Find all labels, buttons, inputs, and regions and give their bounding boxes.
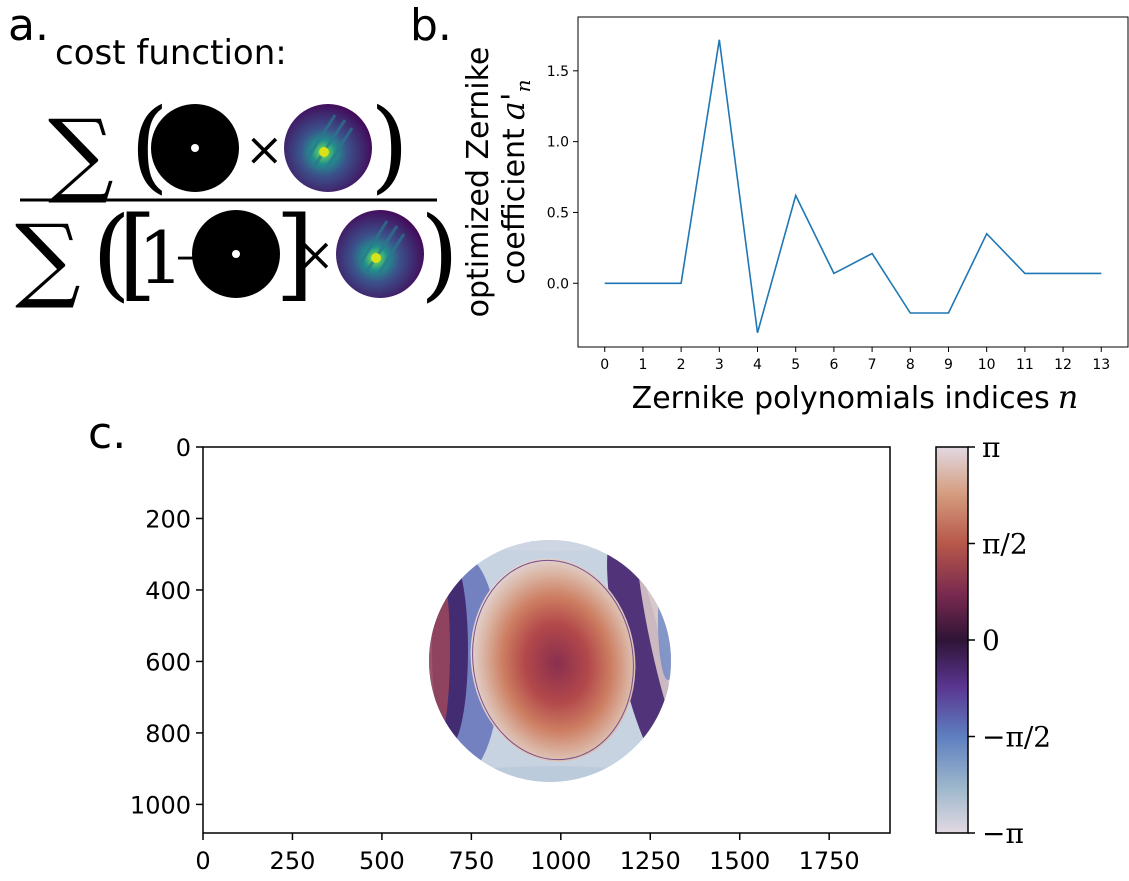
- x-tick-label-b-5: 5: [791, 357, 800, 373]
- x-tick-label-b-9: 9: [944, 357, 953, 373]
- x-tick-label-c-0: 0: [195, 847, 210, 875]
- mask-center-dot-2: [232, 250, 240, 258]
- colorbar-tick-label-2: 0: [982, 624, 1000, 657]
- bracket-open: [: [118, 195, 157, 312]
- cost-function-heading: cost function:: [55, 33, 287, 73]
- y-tick-label-c-0: 0: [176, 434, 191, 462]
- y-ticks-b: 0.0 0.5 1.0 1.5: [547, 64, 578, 292]
- y-tick-label-b-2: 1.0: [547, 135, 569, 151]
- series-points: [604, 39, 1102, 333]
- y-ticks-c: 0 200 400 600 800 1000: [130, 434, 203, 819]
- x-ticks-c: 0 250 500 750 1000 1250 1500 1750: [195, 833, 860, 875]
- bracket-close: ]: [275, 195, 314, 312]
- phase-contour: [472, 559, 634, 761]
- x-tick-label-c-3: 750: [448, 847, 494, 875]
- y-axis-label-line1: optimized Zernike: [461, 47, 496, 318]
- sum-symbol: ∑: [48, 100, 114, 207]
- paren-close-2: ): [420, 195, 459, 312]
- x-tick-label-b-6: 6: [829, 357, 838, 373]
- x-tick-label-c-4: 1000: [530, 847, 591, 875]
- phase-band-right: [607, 540, 671, 768]
- y-axis-label-line2-text: coefficient: [497, 128, 532, 285]
- sum-symbol-2: ∑: [15, 205, 81, 312]
- x-tick-label-b-10: 10: [978, 357, 996, 373]
- chart-c: 0 200 400 600 800 1000 0 250 500 750 1000 1250 1500…: [130, 434, 891, 875]
- phase-core: [470, 558, 636, 762]
- times-sign-2: ×: [296, 227, 335, 281]
- paren-close: ): [370, 87, 409, 204]
- minus-sign: –: [176, 230, 198, 281]
- x-axis-label-b: Zernike polynomials indices n: [632, 378, 1079, 416]
- y-tick-label-c-3: 600: [145, 648, 191, 676]
- colorbar-gradient: [935, 446, 969, 834]
- x-tick-label-b-13: 13: [1092, 357, 1110, 373]
- panel-label-c: c.: [88, 408, 126, 459]
- y-tick-label-b-0: 0.0: [547, 276, 569, 292]
- chart-b: 0.00.51.01.5 0 1 2 3 4 5 6 7 8 9 10 11 12 13 Zernike …: [461, 16, 1129, 416]
- x-axis-label-text: Zernike polynomials indices: [632, 381, 1050, 416]
- plot-area-b: [577, 16, 1129, 348]
- x-ticks-b: 0 1 2 3 4 5 6 7 8 9 10 11 12 13: [600, 347, 1110, 373]
- psf-peak: [319, 147, 329, 157]
- x-tick-label-c-7: 1750: [799, 847, 860, 875]
- y-tick-label-c-4: 800: [145, 720, 191, 748]
- colorbar-tick-label-1: π/2: [982, 528, 1028, 561]
- x-tick-label-b-12: 12: [1054, 357, 1072, 373]
- y-tick-label-c-1: 200: [145, 505, 191, 533]
- x-tick-label-c-2: 500: [359, 847, 405, 875]
- x-tick-label-b-8: 8: [906, 357, 915, 373]
- x-tick-label-b-3: 3: [715, 357, 724, 373]
- colorbar-ticks: π π/2 0 −π/2 −π: [968, 431, 1051, 850]
- x-tick-label-b-1: 1: [638, 357, 647, 373]
- x-tick-label-b-2: 2: [677, 357, 686, 373]
- x-axis-var: n: [1058, 378, 1079, 416]
- series-line: [604, 39, 1102, 334]
- paren-open-2: (: [92, 195, 131, 312]
- colorbar: π π/2 0 −π/2 −π: [935, 431, 1051, 850]
- denominator: ∑ ( [ 1 – ] × ): [15, 195, 459, 312]
- x-tick-label-b-11: 11: [1016, 357, 1034, 373]
- colorbar-tick-label-3: −π/2: [982, 721, 1051, 754]
- mask-center-dot: [191, 144, 199, 152]
- y-tick-label-c-2: 400: [145, 577, 191, 605]
- y-axis-var-sub: n: [511, 79, 535, 92]
- psf-peak-2: [371, 253, 381, 263]
- y-tick-label-b-3: 1.5: [547, 64, 569, 80]
- y-axis-label-line2: coefficient a'n: [494, 79, 535, 284]
- x-tick-label-b-0: 0: [600, 357, 609, 373]
- psf-streaks-2: [358, 220, 406, 277]
- phase-pupil: [429, 540, 671, 782]
- one-digit: 1: [138, 216, 184, 300]
- colorbar-tick-label-0: π: [982, 431, 1000, 464]
- times-sign: ×: [245, 122, 284, 176]
- y-tick-label-b-1: 0.5: [547, 205, 569, 221]
- x-tick-label-b-4: 4: [753, 357, 762, 373]
- psf-streaks: [306, 114, 354, 171]
- y-axis-var: a': [494, 92, 532, 120]
- x-tick-label-b-7: 7: [868, 357, 877, 373]
- x-tick-label-c-1: 250: [270, 847, 316, 875]
- y-tick-label-c-5: 1000: [130, 791, 191, 819]
- y-axis-label-b: optimized Zernike coefficient a'n: [461, 47, 535, 318]
- colorbar-tick-label-4: −π: [982, 817, 1024, 850]
- numerator: ∑ ( × ): [48, 87, 409, 207]
- x-tick-label-c-6: 1500: [709, 847, 770, 875]
- panel-label-b: b.: [410, 0, 452, 51]
- panel-label-a: a.: [8, 0, 49, 51]
- x-tick-label-c-5: 1250: [620, 847, 681, 875]
